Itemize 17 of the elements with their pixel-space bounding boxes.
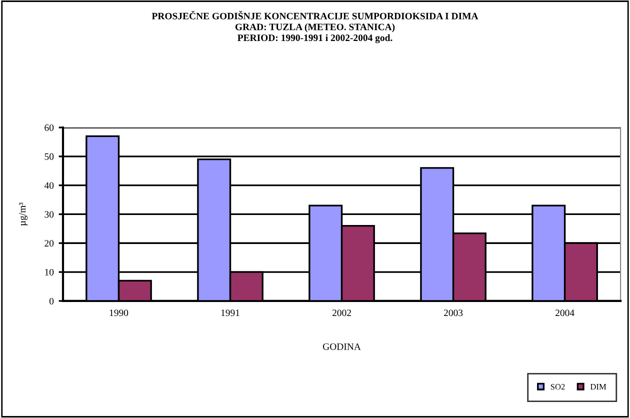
chart-title: PROSJEČNE GODIŠNJE KONCENTRACIJE SUMPORDIOKSIDA I DIMA GRAD: TUZLA (METEO. STANICA) PERIOD: 1990-1991 i 2002-2004 god. — [152, 10, 478, 44]
y-tick-label: 10 — [45, 268, 54, 276]
legend-label: SO2 — [550, 384, 565, 390]
x-tick-label: 2003 — [444, 310, 463, 316]
x-tick-label: 1991 — [221, 310, 240, 316]
y-axis-title: µg/m³ — [19, 202, 28, 226]
y-tick-label: 20 — [44, 240, 54, 247]
x-tick-label: 2002 — [332, 310, 351, 316]
legend-label: DIM — [590, 384, 606, 390]
y-tick-label: 60 — [44, 124, 54, 131]
x-tick-label: 2004 — [556, 310, 574, 316]
y-tick-label: 40 — [44, 182, 54, 189]
x-axis-title: GODINA — [323, 343, 361, 350]
x-tick-label: 1990 — [110, 310, 128, 316]
y-tick-label: 50 — [44, 153, 54, 160]
y-tick-label: 0 — [49, 298, 54, 304]
y-tick-label: 30 — [44, 211, 54, 218]
